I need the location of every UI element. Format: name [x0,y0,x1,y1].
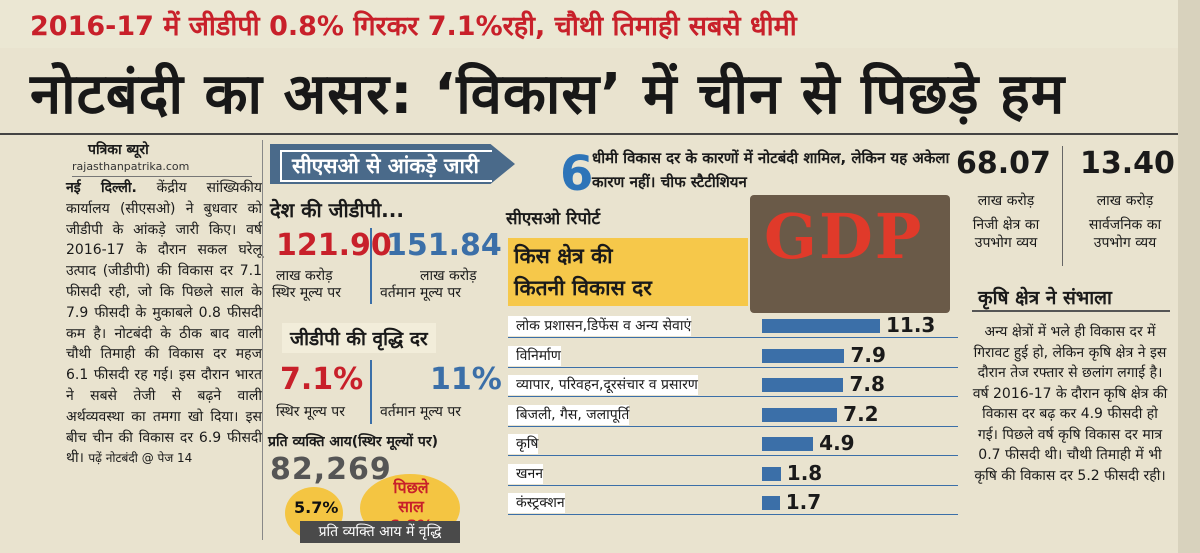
agriculture-rule [972,310,1170,312]
chart-bar [762,378,844,392]
growth-constant-value: 7.1% [280,362,364,397]
quote-text: धीमी विकास दर के कारणों में नोटबंदी शामि… [592,149,950,191]
chart-value-label: 1.7 [785,490,822,514]
chart-bar [762,407,838,422]
question-text: किस क्षेत्र की कितनी विकास दर [514,240,652,304]
question-box [508,238,748,306]
site-link: rajasthanpatrika.com [72,160,190,173]
private-consumption-unit: लाख करोड़ [977,193,1035,209]
gdp-constant-value: 121.90 [276,228,392,263]
chart-bar [762,466,781,481]
chart-value-label: 7.2 [843,401,879,426]
growth-title: जीडीपी की वृद्धि दर [282,323,436,353]
byline-rule [72,176,252,177]
page-edge [1178,0,1200,553]
public-consumption-label: सार्वजनिक का उपभोग व्यय [1088,217,1162,251]
chart-row-line [508,396,958,397]
chart-row-line [508,337,958,338]
banner-frame [280,150,492,182]
public-consumption-unit: लाख करोड़ [1096,193,1154,209]
agriculture-title: कृषि क्षेत्र ने संभाला [978,287,1112,309]
chart-category-label: लोक प्रशासन,डिफेंस व अन्य सेवाएं [508,316,692,336]
chart-value-label: 7.8 [849,372,885,396]
gdp-divider [370,228,372,304]
gdp-coins-image [750,195,950,313]
quote-icon: 6 [560,146,594,202]
chart-value-label: 7.9 [850,342,886,367]
gdp-current-value: 151.84 [386,228,502,263]
question-line-1: किस क्षेत्र की [514,244,613,268]
growth-current-label: वर्तमान मूल्य पर [380,404,462,420]
chart-bar [762,348,845,363]
report-header: सीएसओ रिपोर्ट [506,209,601,229]
per-capita-title: प्रति व्यक्ति आय(स्थिर मूल्यों पर) [268,434,438,450]
chart-category-label: खनन [508,463,543,484]
headline: नोटबंदी का असर: ‘विकास’ में चीन से पिछड़… [30,62,1066,127]
gdp-current-unit: लाख करोड़ [420,268,477,284]
chart-value-label: 11.3 [886,313,936,337]
chart-row-line [508,366,958,368]
growth-divider [370,360,372,424]
chart-category-label: कृषि [508,434,539,454]
continued-ref: पढ़ें नोटबंदी @ पेज 14 [88,451,193,466]
dateline: नई दिल्ली. [66,180,137,196]
question-line-2: कितनी विकास दर [514,276,652,300]
article-body: नई दिल्ली. केंद्रीय सांख्यिकीय कार्यालय … [66,178,262,469]
gdp-constant-label: स्थिर मूल्य पर [272,285,341,301]
chart-row-line [508,425,958,427]
chart-category-label: व्यापार, परिवहन,दूरसंचार व प्रसारण [508,375,698,395]
private-consumption-label: निजी क्षेत्र का उपभोग व्यय [972,217,1040,251]
chart-row-line [508,484,958,486]
headline-rule [0,133,1200,135]
chart-value-label: 1.8 [786,460,823,485]
chart-category-label: विनिर्माण [508,345,561,366]
chart-category-label: बिजली, गैस, जलापूर्ति [508,404,630,425]
growth-current-value: 11% [430,362,502,397]
public-consumption-value: 13.40 [1080,146,1175,181]
gdp-logo: GDP [764,200,924,273]
chart-value-label: 4.9 [819,431,855,455]
banner-text: सीएसओ से आंकड़े जारी [292,154,479,178]
per-capita-value: 82,269 [270,452,392,487]
last-year-label: पिछले साल [393,478,429,516]
byline: पत्रिका ब्यूरो [88,142,149,158]
gdp-title: देश की जीडीपी... [270,198,404,222]
article-text: केंद्रीय सांख्यिकीय कार्यालय (सीएसओ) ने … [66,180,262,467]
chart-bar [762,437,814,451]
per-capita-growth-now: 5.7% [294,498,339,517]
gdp-current-label: वर्तमान मूल्य पर [380,285,462,301]
kicker: 2016-17 में जीडीपी 0.8% गिरकर 7.1%रही, च… [30,11,797,42]
chart-row-line [508,455,958,456]
chart-row-line [508,514,958,515]
chart-category-label: कंस्ट्रक्शन [508,493,565,513]
private-consumption-value: 68.07 [956,146,1051,181]
chart-bar [762,319,880,333]
per-capita-caption: प्रति व्यक्ति आय में वृद्धि [300,521,460,543]
gdp-constant-unit: लाख करोड़ [276,268,333,284]
agriculture-text: अन्य क्षेत्रों में भले ही विकास दर में ग… [972,324,1168,484]
consumption-divider [1062,146,1063,266]
chart-bar [762,496,780,510]
column-divider [262,140,263,540]
kicker-band [0,0,1200,48]
growth-constant-label: स्थिर मूल्य पर [276,404,345,420]
